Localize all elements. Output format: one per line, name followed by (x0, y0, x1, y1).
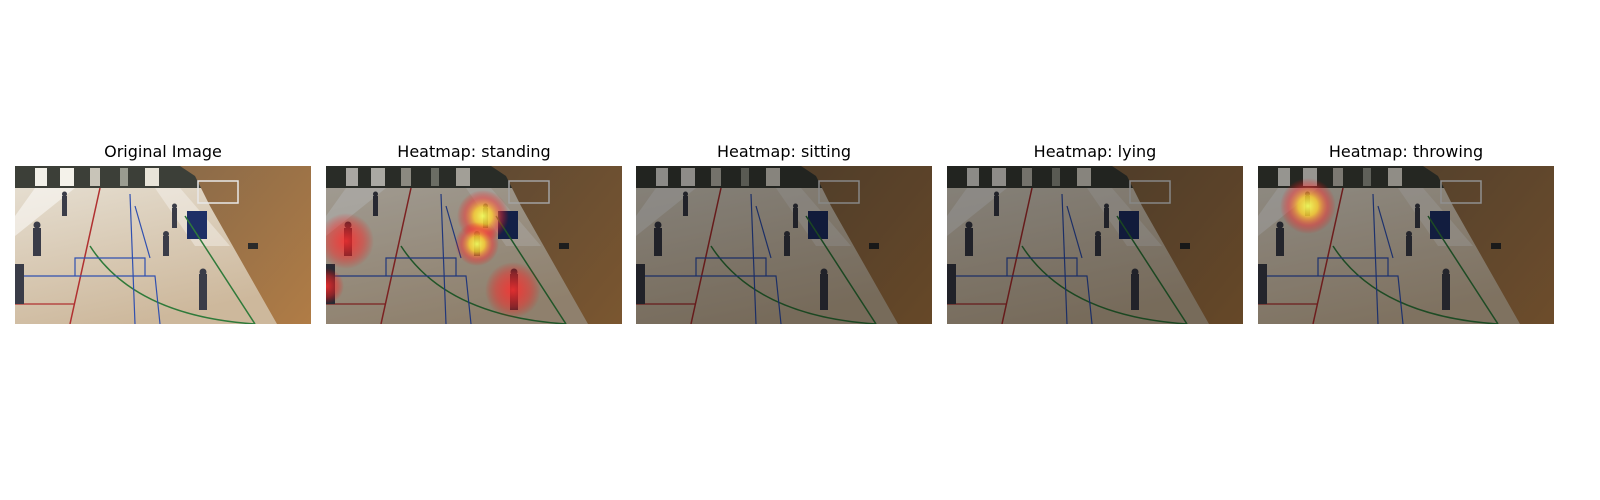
panel-title: Original Image (104, 142, 222, 161)
heatmap-panel (636, 166, 932, 324)
panel-title: Heatmap: lying (1034, 142, 1157, 161)
heatmap-panel (1258, 166, 1554, 324)
heatmap-panel (947, 166, 1243, 324)
image-panel (15, 166, 311, 324)
panel-title: Heatmap: throwing (1329, 142, 1483, 161)
heatmap-panel (308, 166, 622, 324)
panel-title: Heatmap: sitting (717, 142, 851, 161)
panel-title: Heatmap: standing (397, 142, 550, 161)
